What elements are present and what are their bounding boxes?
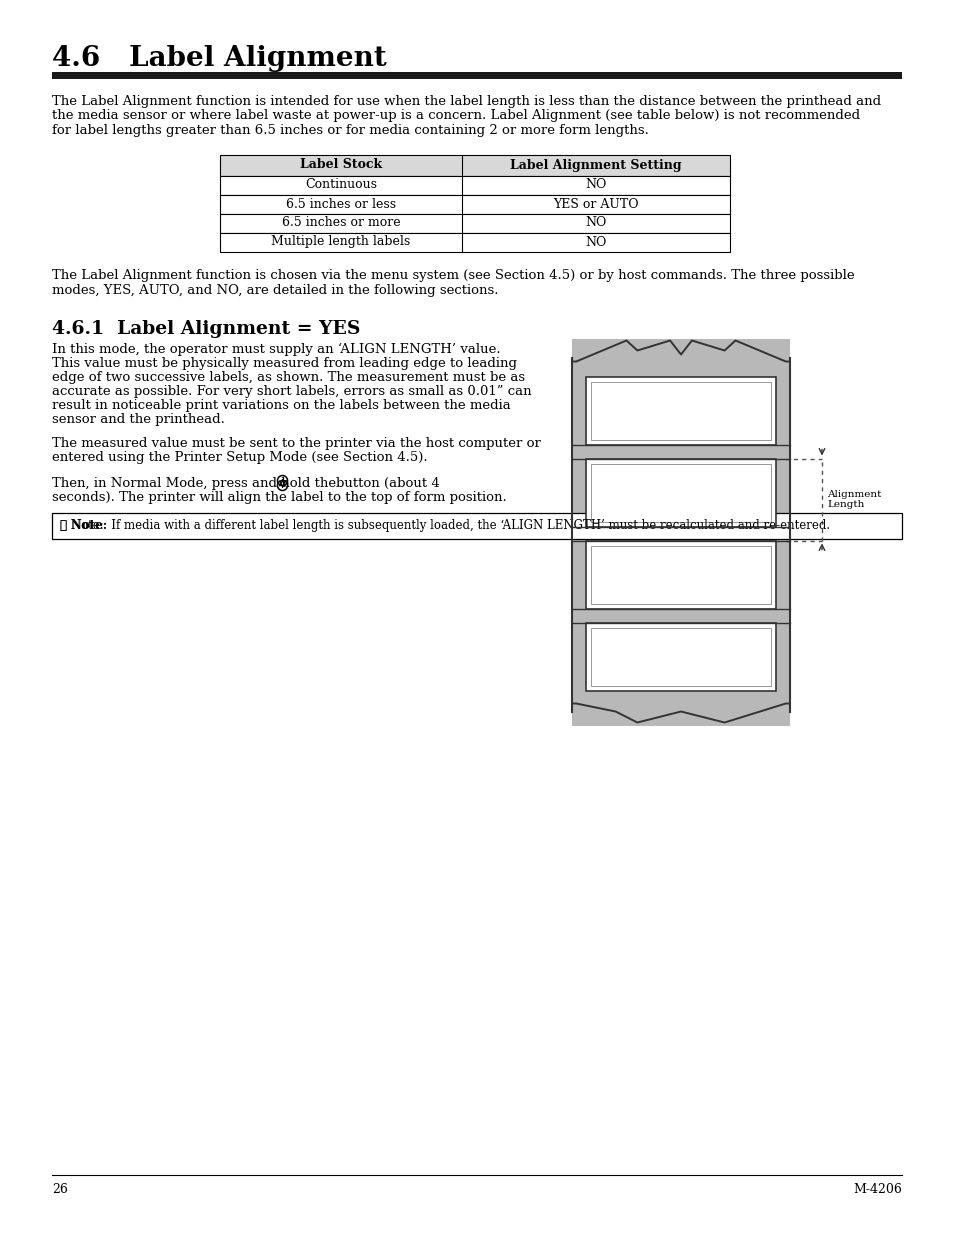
Bar — [590, 627, 770, 685]
Bar — [585, 458, 775, 526]
Text: 6.5 inches or less: 6.5 inches or less — [286, 198, 395, 210]
Text: YES or AUTO: YES or AUTO — [553, 198, 639, 210]
Text: The measured value must be sent to the printer via the host computer or: The measured value must be sent to the p… — [52, 436, 540, 450]
Text: NO: NO — [585, 216, 606, 230]
Bar — [590, 382, 770, 440]
Text: The Label Alignment function is chosen via the menu system (see Section 4.5) or : The Label Alignment function is chosen v… — [52, 269, 854, 283]
Bar — [220, 214, 729, 232]
Text: In this mode, the operator must supply an ‘ALIGN LENGTH’ value.: In this mode, the operator must supply a… — [52, 342, 500, 356]
Text: 6.5 inches or more: 6.5 inches or more — [281, 216, 400, 230]
Text: NO: NO — [585, 236, 606, 248]
Bar — [585, 541, 775, 609]
Text: Then, in Normal Mode, press and hold the: Then, in Normal Mode, press and hold the — [52, 477, 340, 489]
Bar — [220, 154, 729, 175]
Text: ☑ Note:  If media with a different label length is subsequently loaded, the ‘ALI: ☑ Note: If media with a different label … — [60, 519, 829, 532]
Text: for label lengths greater than 6.5 inches or for media containing 2 or more form: for label lengths greater than 6.5 inche… — [52, 124, 648, 137]
Text: 4.6.1  Label Alignment = YES: 4.6.1 Label Alignment = YES — [52, 321, 360, 338]
Text: This value must be physically measured from leading edge to leading: This value must be physically measured f… — [52, 357, 517, 369]
Bar — [585, 377, 775, 445]
Bar — [585, 622, 775, 690]
Text: NO: NO — [585, 179, 606, 191]
Text: 4.6   Label Alignment: 4.6 Label Alignment — [52, 44, 386, 72]
Text: 26: 26 — [52, 1183, 68, 1195]
Text: accurate as possible. For very short labels, errors as small as 0.01” can: accurate as possible. For very short lab… — [52, 384, 531, 398]
Text: The Label Alignment function is intended for use when the label length is less t: The Label Alignment function is intended… — [52, 95, 881, 107]
Text: Continuous: Continuous — [305, 179, 376, 191]
Bar — [220, 194, 729, 214]
Text: M-4206: M-4206 — [852, 1183, 901, 1195]
Bar — [590, 463, 770, 521]
Bar — [52, 72, 901, 79]
Bar — [220, 232, 729, 252]
Bar — [220, 175, 729, 194]
Text: entered using the Printer Setup Mode (see Section 4.5).: entered using the Printer Setup Mode (se… — [52, 451, 427, 463]
Text: Alignment
Length: Alignment Length — [826, 490, 881, 509]
Bar — [590, 546, 770, 604]
Text: Label Stock: Label Stock — [299, 158, 381, 172]
Text: modes, YES, AUTO, and NO, are detailed in the following sections.: modes, YES, AUTO, and NO, are detailed i… — [52, 284, 498, 296]
Text: edge of two successive labels, as shown. The measurement must be as: edge of two successive labels, as shown.… — [52, 370, 524, 384]
Text: Label Alignment Setting: Label Alignment Setting — [510, 158, 681, 172]
Text: seconds). The printer will align the label to the top of form position.: seconds). The printer will align the lab… — [52, 490, 506, 504]
Bar — [572, 338, 789, 725]
Text: result in noticeable print variations on the labels between the media: result in noticeable print variations on… — [52, 399, 510, 411]
Text: Multiple length labels: Multiple length labels — [271, 236, 410, 248]
Text: sensor and the printhead.: sensor and the printhead. — [52, 412, 225, 426]
Text: the media sensor or where label waste at power-up is a concern. Label Alignment : the media sensor or where label waste at… — [52, 110, 860, 122]
Text: button (about 4: button (about 4 — [302, 477, 439, 489]
Text: ☑ Note:: ☑ Note: — [60, 519, 107, 532]
Bar — [52, 513, 901, 538]
